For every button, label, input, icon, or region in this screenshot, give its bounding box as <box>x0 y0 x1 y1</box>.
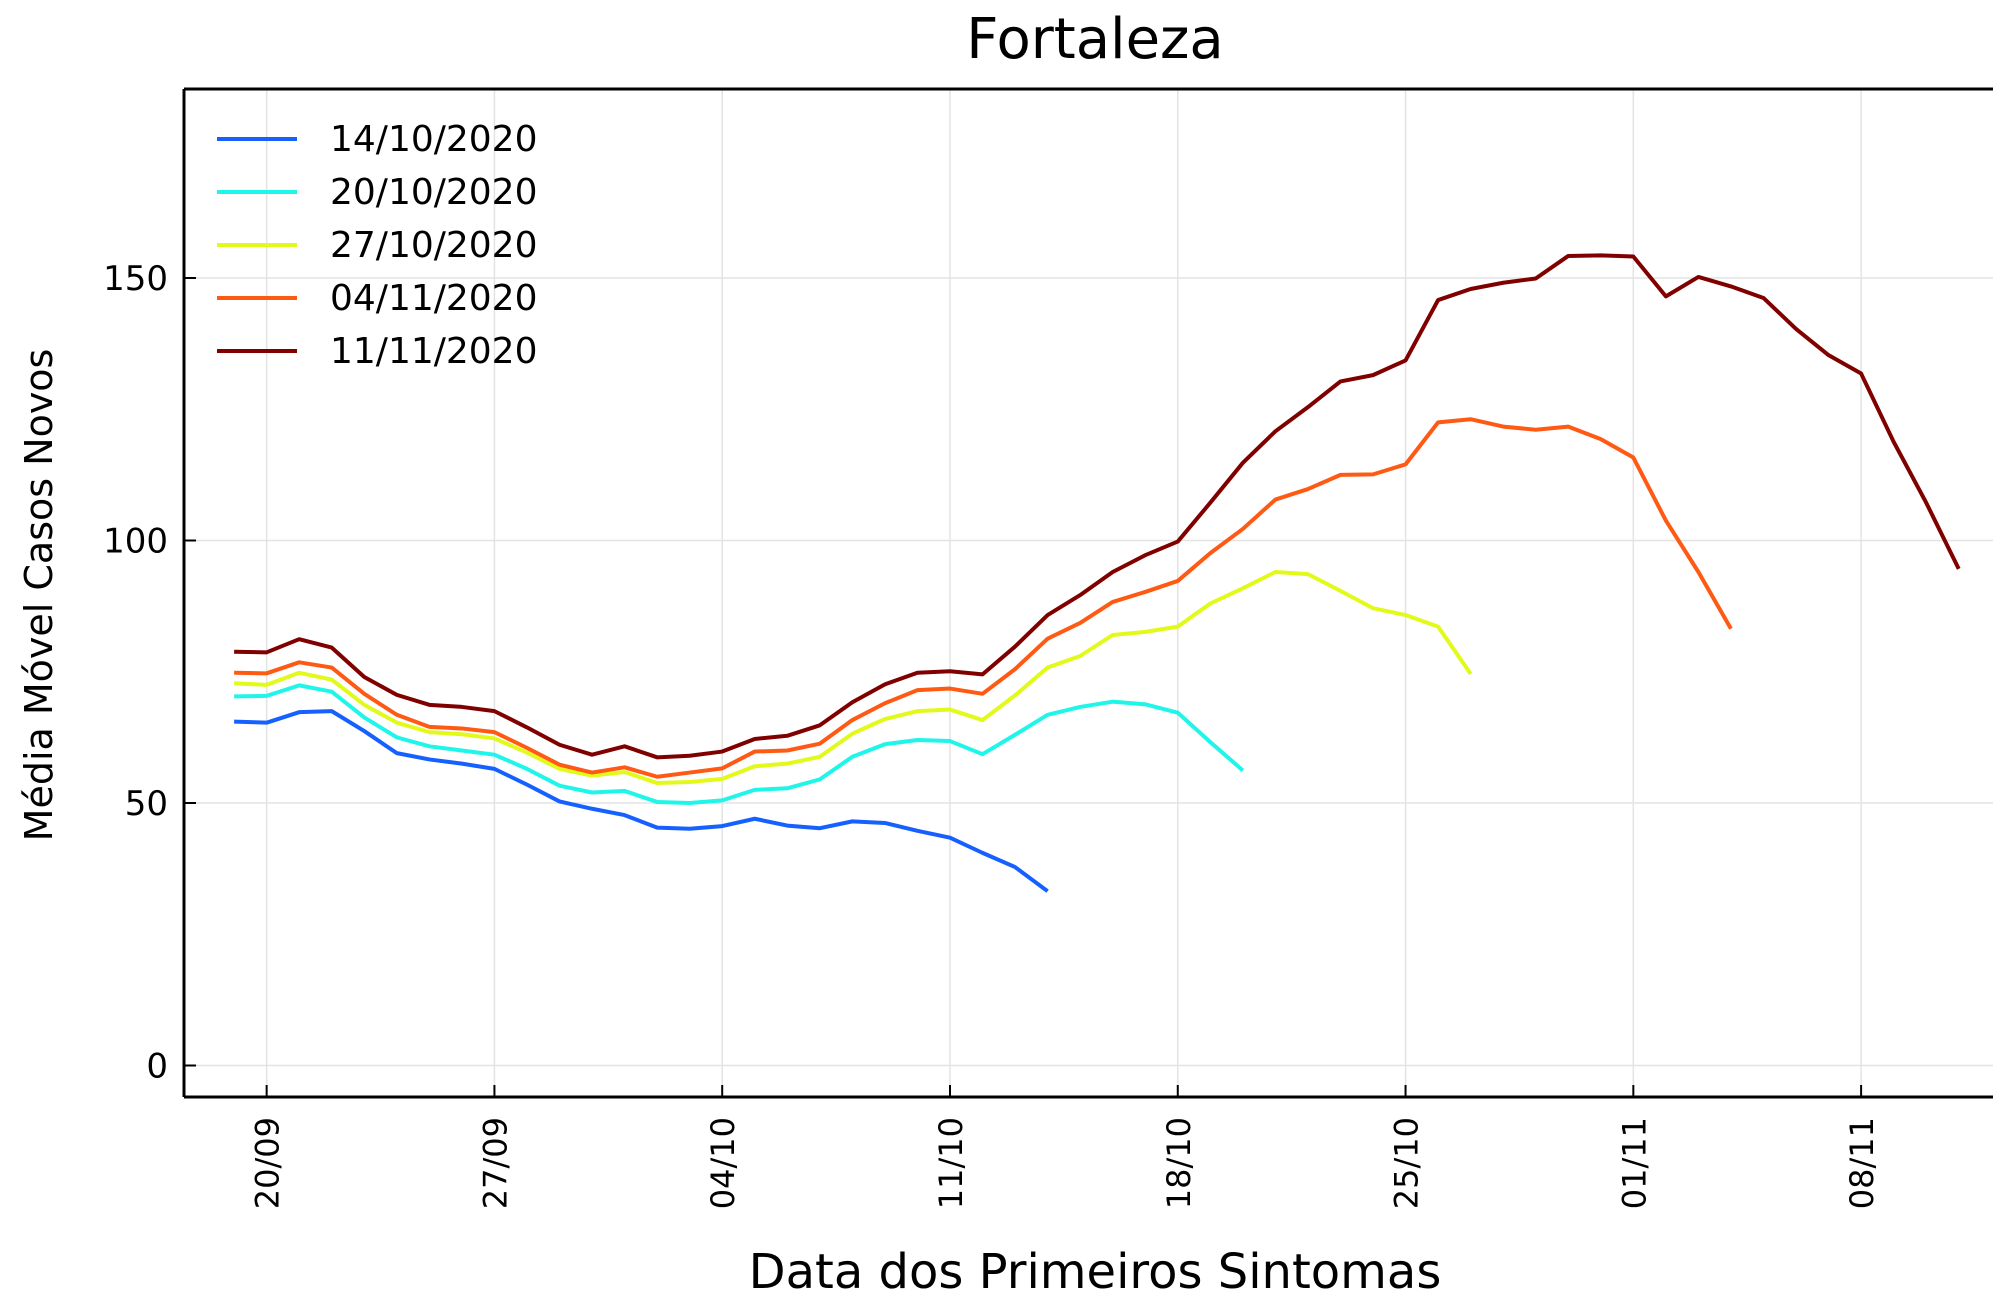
series-line <box>234 417 1733 779</box>
y-tick-label: 0 <box>146 1047 168 1087</box>
x-tick-label: 11/10 <box>932 1117 970 1209</box>
x-axis-label: Data dos Primeiros Sintomas <box>749 1244 1442 1298</box>
y-axis-label: Média Móvel Casos Novos <box>17 349 61 842</box>
x-tick-label: 25/10 <box>1388 1117 1426 1209</box>
legend-label: 27/10/2020 <box>330 225 538 266</box>
y-tick-label: 100 <box>103 522 168 562</box>
x-tick-label: 27/09 <box>476 1117 514 1209</box>
x-tick-label: 18/10 <box>1160 1117 1198 1209</box>
legend-label: 04/11/2020 <box>330 278 538 319</box>
chart-title: Fortaleza <box>966 7 1224 72</box>
legend-label: 20/10/2020 <box>330 172 538 213</box>
y-tick-label: 50 <box>125 784 168 824</box>
series-line <box>234 253 1961 760</box>
y-tick-label: 150 <box>103 259 168 299</box>
series-line <box>234 683 1245 805</box>
x-tick-label: 04/10 <box>704 1117 742 1209</box>
x-tick-label: 20/09 <box>249 1117 287 1209</box>
x-tick-label: 01/11 <box>1615 1117 1653 1209</box>
x-tick-label: 08/11 <box>1843 1117 1881 1209</box>
series-line <box>234 709 1049 893</box>
legend-label: 11/11/2020 <box>330 331 538 372</box>
series-line <box>234 570 1473 786</box>
legend-label: 14/10/2020 <box>330 119 538 160</box>
